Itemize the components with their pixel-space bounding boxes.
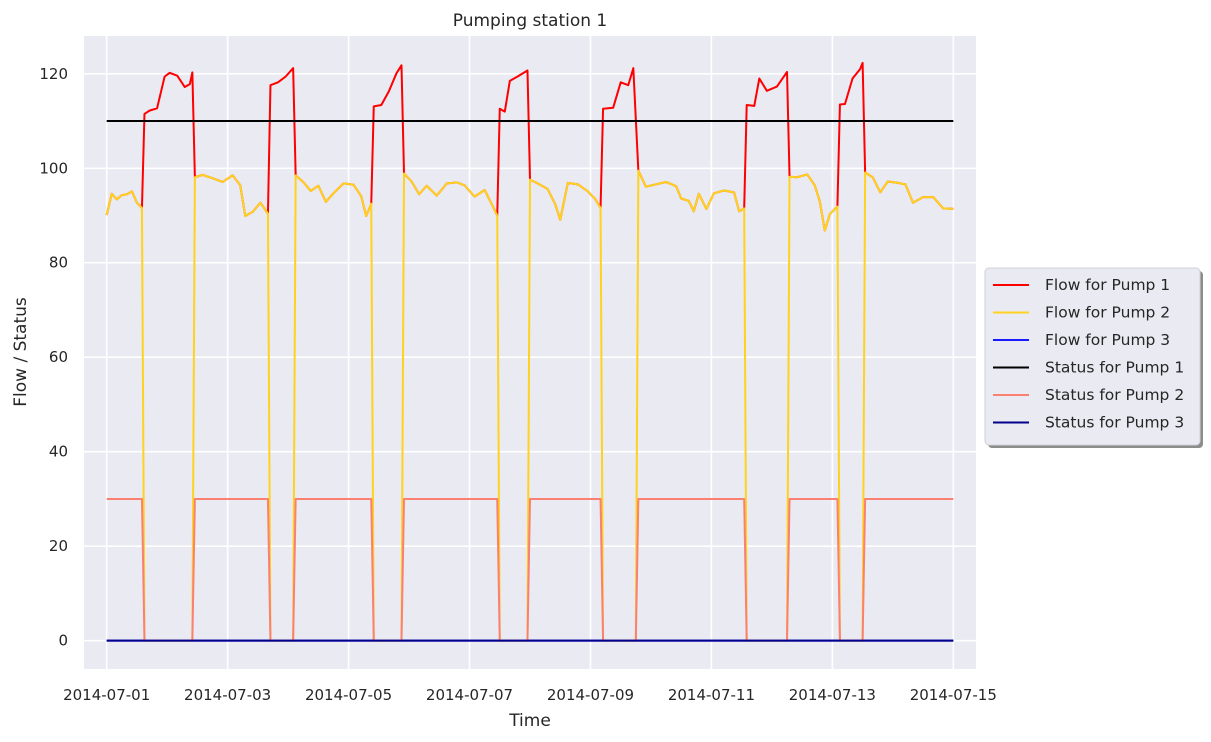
y-tick-label: 20	[49, 537, 68, 555]
y-tick-label: 0	[58, 632, 68, 650]
x-tick-label: 2014-07-13	[789, 686, 876, 704]
y-axis-label: Flow / Status	[11, 297, 31, 407]
x-tick-label: 2014-07-03	[184, 686, 271, 704]
legend-label: Flow for Pump 2	[1045, 304, 1170, 322]
x-axis-label: Time	[508, 711, 551, 731]
legend-label: Flow for Pump 3	[1045, 331, 1170, 349]
legend-label: Flow for Pump 1	[1045, 276, 1170, 294]
x-gridlines	[105, 36, 955, 669]
series-lines	[105, 61, 954, 642]
y-tick-label: 120	[39, 65, 68, 83]
y-tick-label: 100	[39, 159, 68, 177]
x-tick-label: 2014-07-01	[63, 686, 150, 704]
y-tick-label: 40	[49, 443, 68, 461]
x-tick-label: 2014-07-11	[668, 686, 755, 704]
x-tick-label: 2014-07-07	[426, 686, 513, 704]
y-tick-labels: 0 20 40 60 80 100 120	[39, 65, 68, 650]
legend-label: Status for Pump 1	[1045, 359, 1184, 377]
legend-label: Status for Pump 3	[1045, 414, 1184, 432]
y-tick-label: 60	[49, 348, 68, 366]
legend-label: Status for Pump 2	[1045, 386, 1184, 404]
legend: Flow for Pump 1 Flow for Pump 2 Flow for P…	[984, 267, 1203, 448]
x-tick-label: 2014-07-15	[910, 686, 997, 704]
x-tick-label: 2014-07-05	[305, 686, 392, 704]
chart-title: Pumping station 1	[453, 11, 608, 31]
y-tick-label: 80	[49, 254, 68, 272]
x-tick-label: 2014-07-09	[547, 686, 634, 704]
x-tick-labels: 2014-07-01 2014-07-03 2014-07-05 2014-07-07…	[63, 686, 997, 704]
legend-box	[984, 267, 1201, 446]
series-line-2	[105, 169, 954, 642]
